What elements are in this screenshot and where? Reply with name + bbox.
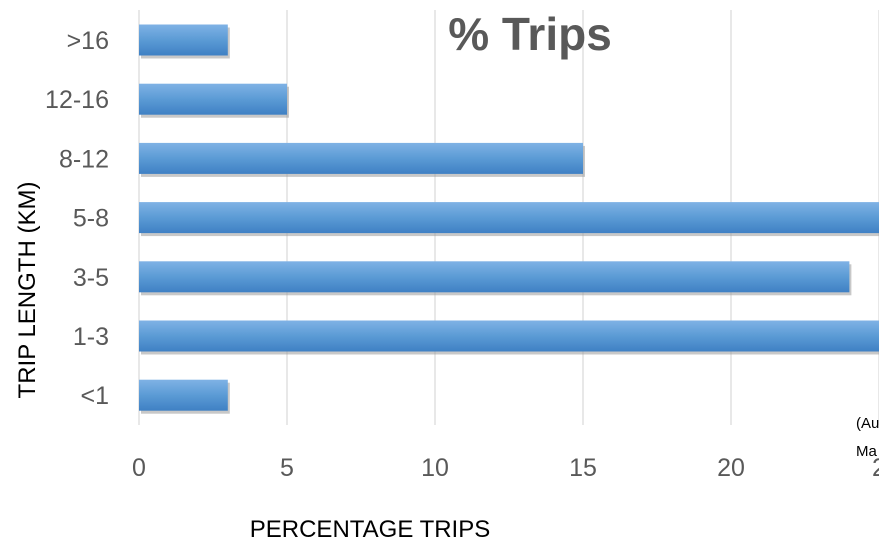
- y-tick-label: 5-8: [73, 205, 109, 233]
- bar: [139, 320, 879, 352]
- y-tick-label: 1-3: [73, 323, 109, 351]
- bar: [139, 83, 287, 115]
- y-tick-label: 8-12: [59, 145, 109, 173]
- x-axis-label: PERCENTAGE TRIPS: [250, 516, 491, 543]
- annotation-line-2: Ma: [856, 443, 877, 460]
- x-tick-label: 10: [421, 454, 449, 482]
- x-tick-label: 20: [717, 454, 745, 482]
- bar: [139, 379, 228, 411]
- bar: [139, 261, 850, 293]
- bar: [139, 24, 228, 56]
- x-tick-label: 2: [872, 454, 879, 482]
- y-tick-label: 12-16: [45, 86, 109, 114]
- y-tick-label: >16: [67, 27, 109, 55]
- x-tick-labels: 0 5 10 15 20 2: [132, 454, 879, 482]
- x-tick-label: 0: [132, 454, 146, 482]
- y-tick-label: 3-5: [73, 264, 109, 292]
- bar: [139, 202, 879, 234]
- annotation-line-1: (Au: [856, 415, 879, 432]
- chart-title: % Trips: [448, 8, 612, 60]
- y-axis-label: TRIP LENGTH (KM): [14, 182, 41, 399]
- x-tick-label: 5: [280, 454, 294, 482]
- x-tick-label: 15: [569, 454, 597, 482]
- bars: [139, 24, 879, 414]
- bar: [139, 142, 583, 174]
- y-tick-labels: >16 12-16 8-12 5-8 3-5 1-3 <1: [45, 27, 109, 410]
- y-tick-label: <1: [80, 382, 109, 410]
